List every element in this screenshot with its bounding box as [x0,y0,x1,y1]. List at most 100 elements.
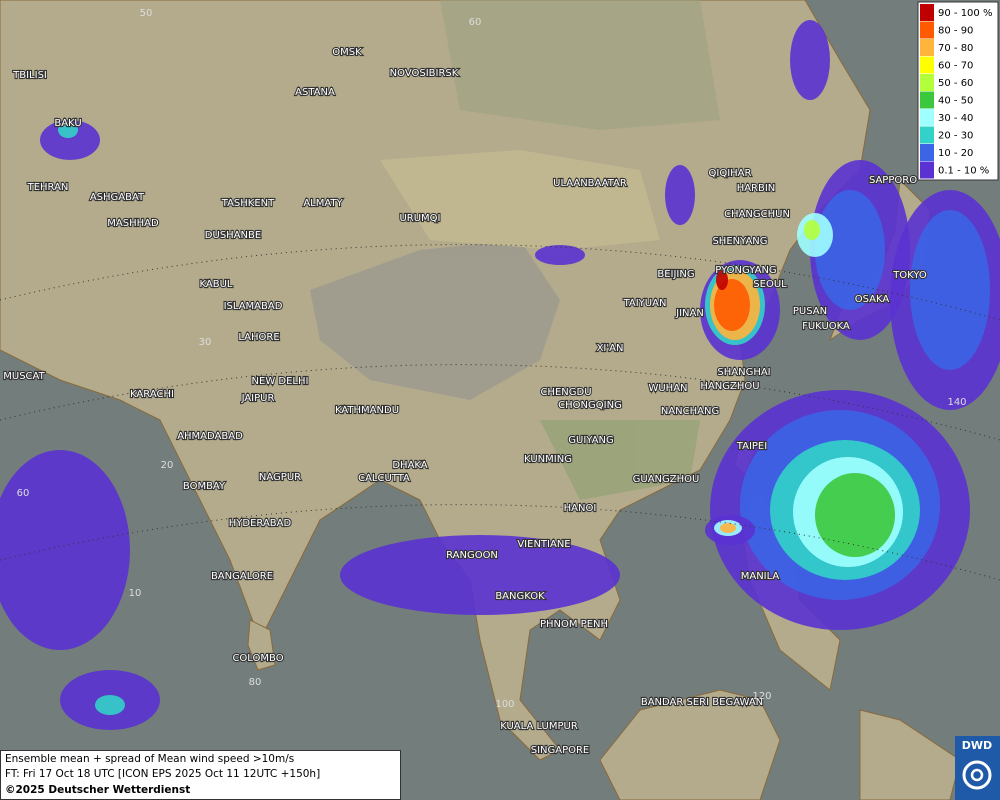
wind-area [665,165,695,225]
city-label: JINAN [675,308,704,319]
legend-swatch [920,91,934,109]
legend-label: 10 - 20 [938,148,973,159]
city-label: NOVOSIBIRSK [390,68,459,79]
grid-label: 20 [161,460,174,471]
city-label: JAIPUR [241,393,275,404]
city-label: ALMATY [303,198,343,209]
city-label: OSAKA [855,294,890,305]
logo-icon [962,760,992,790]
city-label: ASHGABAT [90,192,145,203]
logo-icon [970,768,984,782]
city-label: KABUL [200,279,233,290]
city-label: SHENYANG [712,236,767,247]
terrain [310,0,720,500]
wind-area [910,210,990,370]
legend-swatch [920,161,934,179]
wind-area [95,695,125,715]
city-label: TBILISI [12,70,47,81]
grid-label: 120 [752,691,771,702]
legend-label: 0.1 - 10 % [938,166,989,177]
logo-text: DWD [962,739,992,752]
legend-label: 60 - 70 [938,61,973,72]
info-line: FT: Fri 17 Oct 18 UTC [ICON EPS 2025 Oct… [5,768,320,780]
wind-area [340,535,620,615]
grid-label: 80 [249,677,262,688]
city-label: BANDAR SERI BEGAWAN [641,697,763,708]
city-label: LAHORE [238,332,279,343]
grid-label: 50 [140,8,153,19]
city-label: KATHMANDU [335,405,399,416]
legend-swatch [920,56,934,74]
city-label: NAGPUR [259,472,301,483]
wind-area [716,270,728,290]
wind-area [0,450,130,650]
city-label: FUKUOKA [802,321,850,332]
grid-label: 140 [947,397,966,408]
city-label: CHONGQING [558,400,622,411]
legend-label: 90 - 100 % [938,8,992,19]
city-label: VIENTIANE [517,539,570,550]
city-label: COLOMBO [232,653,283,664]
legend-swatch [920,4,934,21]
city-label: BEIJING [657,269,694,280]
legend: 90 - 100 % 80 - 90 70 - 80 60 - 70 50 - 60 40… [917,1,999,181]
wind-area [804,220,820,240]
city-label: DHAKA [392,460,427,471]
info-line: Ensemble mean + spread of Mean wind spee… [5,753,294,765]
city-label: PYONGYANG [715,265,776,276]
legend-swatch [920,126,934,144]
grid-label: 60 [17,488,30,499]
info-box: Ensemble mean + spread of Mean wind spee… [0,750,401,800]
city-label: CHENGDU [540,387,591,398]
wind-area [720,523,736,533]
legend-label: 70 - 80 [938,43,973,54]
legend-label: 40 - 50 [938,96,973,107]
city-label: URUMQI [399,213,440,224]
city-label: KUNMING [524,454,572,465]
city-label: DUSHANBE [205,230,261,241]
labels: OMSK NOVOSIBIRSK ASTANA TBILISI BAKU TEHRAN AS… [0,8,1000,757]
city-label: SHANGHAI [717,367,770,378]
grid-label: 30 [199,337,212,348]
city-label: GUIYANG [568,435,613,446]
city-label: BANGALORE [211,571,273,582]
city-label: MANILA [741,571,780,582]
city-label: CALCUTTA [358,473,410,484]
wind-area [815,473,895,557]
city-label: QIQIHAR [709,168,752,179]
city-label: MASHHAD [107,218,159,229]
city-label: WUHAN [648,383,687,394]
city-label: BOMBAY [183,481,226,492]
wind-area [790,20,830,100]
city-label: BAKU [54,118,81,129]
city-label: HARBIN [737,183,776,194]
legend-swatch [920,39,934,56]
city-label: MUSCAT [3,371,45,382]
grid-label: 60 [469,17,482,28]
copyright: ©2025 Deutscher Wetterdienst [5,784,190,796]
wind-area [714,279,750,331]
city-label: SEOUL [753,279,787,290]
city-label: TOKYO [892,270,927,281]
city-label: XI'AN [597,343,624,354]
city-label: TEHRAN [27,182,69,193]
wind-area [535,245,585,265]
city-label: OMSK [332,47,362,58]
wind-area [40,120,100,160]
city-label: PUSAN [793,306,827,317]
legend-label: 20 - 30 [938,131,973,142]
wind-probability [0,20,1000,730]
city-label: GUANGZHOU [633,474,700,485]
city-label: NEW DELHI [252,376,309,387]
city-label: KUALA LUMPUR [500,721,578,732]
legend-label: 30 - 40 [938,113,973,124]
city-label: TAIPEI [736,441,767,452]
legend-label: 80 - 90 [938,26,973,37]
city-label: SINGAPORE [531,745,590,756]
info-frame [0,750,401,800]
city-label: CHANGCHUN [724,209,790,220]
legend-swatch [920,144,934,161]
city-label: ASTANA [295,87,335,98]
city-label: ISLAMABAD [224,301,283,312]
